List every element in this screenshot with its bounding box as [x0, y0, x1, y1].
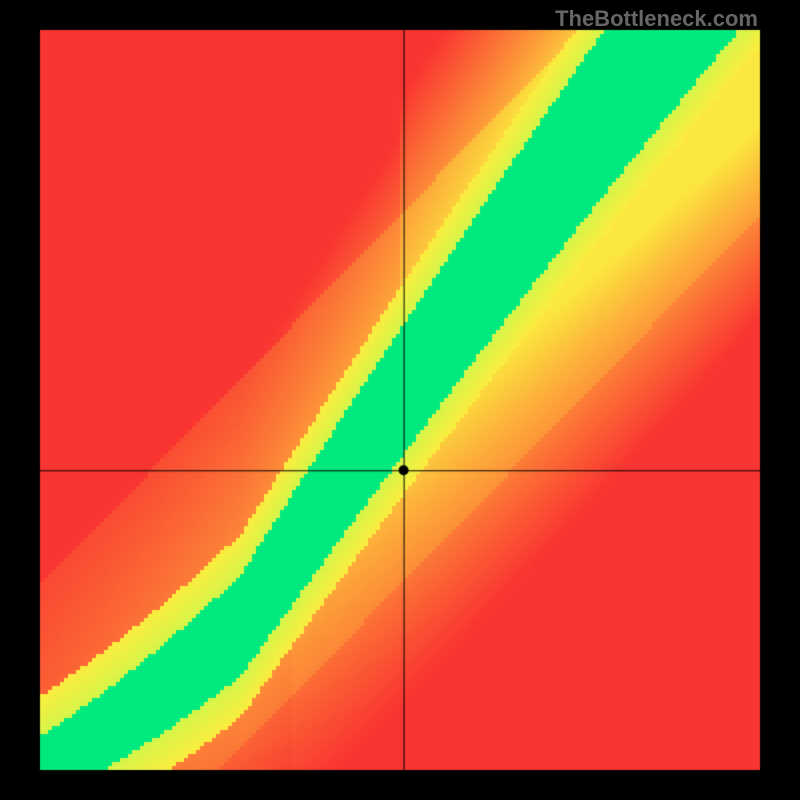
watermark-text: TheBottleneck.com — [555, 6, 758, 32]
chart-container: TheBottleneck.com — [0, 0, 800, 800]
bottleneck-heatmap — [0, 0, 800, 800]
